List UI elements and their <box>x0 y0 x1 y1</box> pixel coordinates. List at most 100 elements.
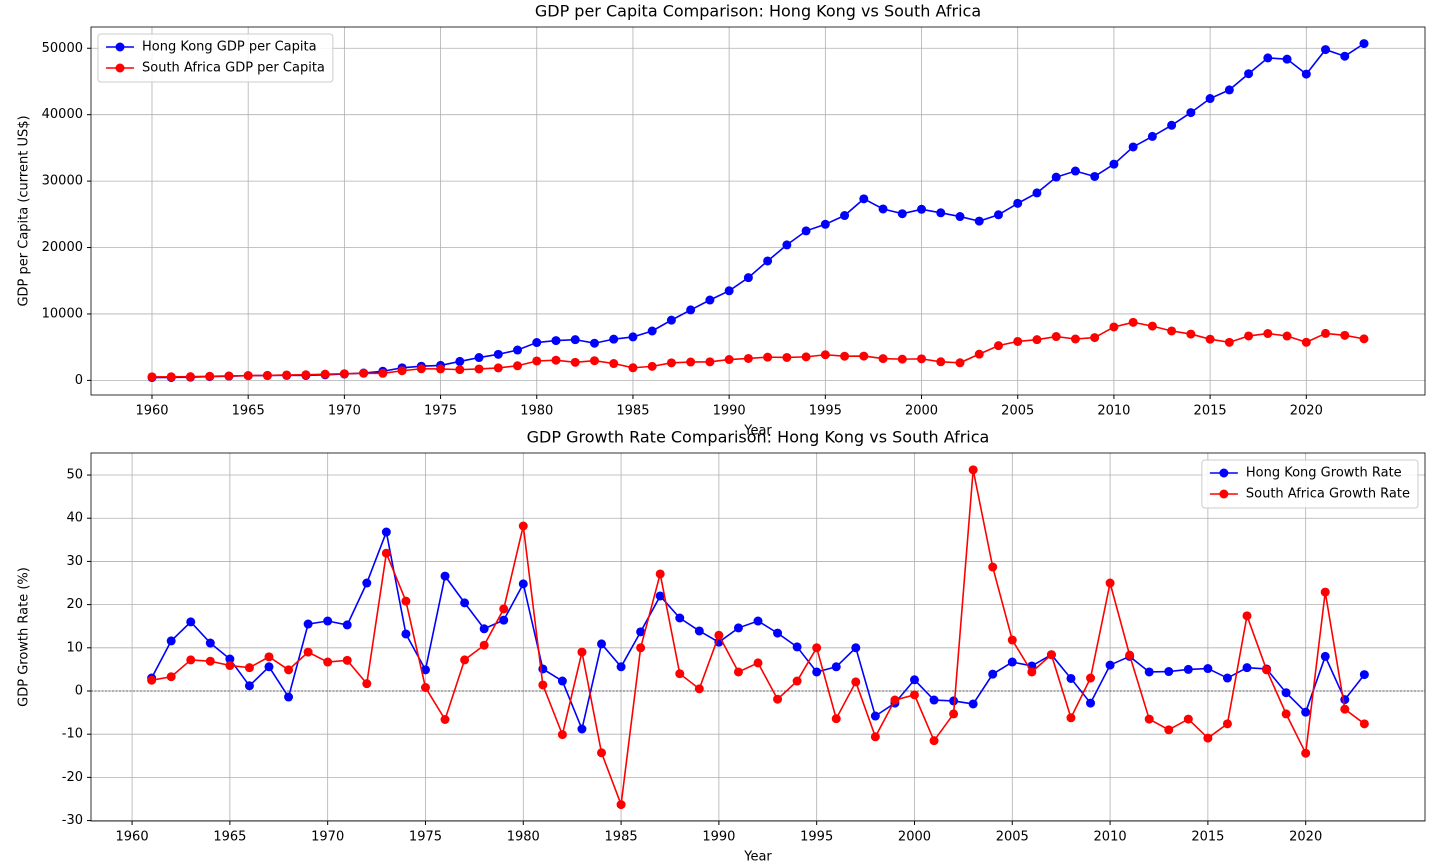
data-point <box>1013 198 1023 208</box>
data-point <box>342 620 352 630</box>
data-point <box>282 370 292 380</box>
data-point <box>714 630 724 640</box>
data-point <box>1109 322 1119 332</box>
data-point <box>479 640 489 650</box>
data-point <box>557 730 567 740</box>
data-point <box>1203 733 1213 743</box>
y-tick-label: 20 <box>66 597 83 612</box>
data-point <box>733 667 743 677</box>
data-point <box>420 665 430 675</box>
data-point <box>616 800 626 810</box>
data-point <box>929 736 939 746</box>
data-point <box>342 655 352 665</box>
data-point <box>577 647 587 657</box>
x-tick-label: 1990 <box>702 830 735 845</box>
x-tick-label: 1980 <box>507 830 540 845</box>
x-tick-label: 1975 <box>424 404 457 419</box>
data-point <box>851 643 861 653</box>
legend-frame <box>1201 459 1419 509</box>
data-point <box>440 714 450 724</box>
data-point <box>166 636 176 646</box>
data-point <box>993 210 1003 220</box>
data-point <box>166 372 176 382</box>
data-point <box>1007 635 1017 645</box>
data-point <box>870 732 880 742</box>
data-point <box>262 370 272 380</box>
data-point <box>782 240 792 250</box>
data-point <box>1070 334 1080 344</box>
data-point <box>1032 335 1042 345</box>
data-point <box>381 548 391 558</box>
data-point <box>1046 650 1056 660</box>
data-point <box>936 208 946 218</box>
y-tick-label: 40 <box>66 511 83 526</box>
data-point <box>440 571 450 581</box>
y-tick-label: 50000 <box>42 41 83 56</box>
data-point <box>513 361 523 371</box>
data-point <box>339 369 349 379</box>
data-point <box>812 643 822 653</box>
x-tick-label: 2020 <box>1290 404 1323 419</box>
data-point <box>551 336 561 346</box>
data-point <box>763 352 773 362</box>
data-point <box>323 616 333 626</box>
data-point <box>1301 707 1311 717</box>
data-point <box>1359 719 1369 729</box>
data-point <box>1224 337 1234 347</box>
data-point <box>647 326 657 336</box>
data-point <box>890 695 900 705</box>
data-point <box>636 627 646 637</box>
data-point <box>743 273 753 283</box>
data-point <box>1205 94 1215 104</box>
data-point <box>705 357 715 367</box>
x-tick-label: 1995 <box>809 404 842 419</box>
data-point <box>577 724 587 734</box>
y-tick-label: 10 <box>66 640 83 655</box>
data-point <box>359 368 369 378</box>
data-point <box>753 616 763 626</box>
data-point <box>628 363 638 373</box>
chart-title: GDP per Capita Comparison: Hong Kong vs … <box>535 2 981 21</box>
x-tick-label: 1970 <box>311 830 344 845</box>
data-point <box>897 209 907 219</box>
x-tick-label: 1985 <box>605 830 638 845</box>
data-point <box>597 748 607 758</box>
x-tick-label: 1985 <box>616 404 649 419</box>
data-point <box>1262 665 1272 675</box>
data-point <box>724 286 734 296</box>
data-point <box>1066 713 1076 723</box>
x-tick-label: 2005 <box>996 830 1029 845</box>
data-point <box>1147 131 1157 141</box>
data-point <box>1051 172 1061 182</box>
data-point <box>949 696 959 706</box>
data-point <box>455 356 465 366</box>
data-point <box>974 349 984 359</box>
data-point <box>303 619 313 629</box>
data-point <box>968 465 978 475</box>
data-point <box>792 642 802 652</box>
y-axis-label: GDP Growth Rate (%) <box>17 567 32 707</box>
data-point <box>1032 188 1042 198</box>
y-tick-label: 30000 <box>42 174 83 189</box>
y-tick-label: 50 <box>66 468 83 483</box>
data-point <box>878 204 888 214</box>
data-point <box>460 598 470 608</box>
data-point <box>301 370 311 380</box>
data-point <box>225 661 235 671</box>
data-point <box>812 667 822 677</box>
data-point <box>1359 670 1369 680</box>
data-point <box>993 341 1003 351</box>
y-tick-label: -10 <box>62 727 83 742</box>
data-point <box>420 683 430 693</box>
legend-marker <box>1219 468 1229 478</box>
data-point <box>381 527 391 537</box>
data-point <box>1340 51 1350 61</box>
data-point <box>479 624 489 634</box>
data-point <box>1090 333 1100 343</box>
data-point <box>1167 326 1177 336</box>
y-tick-label: 40000 <box>42 107 83 122</box>
x-tick-label: 2000 <box>898 830 931 845</box>
x-tick-label: 2015 <box>1191 830 1224 845</box>
data-point <box>225 654 235 664</box>
data-point <box>460 655 470 665</box>
